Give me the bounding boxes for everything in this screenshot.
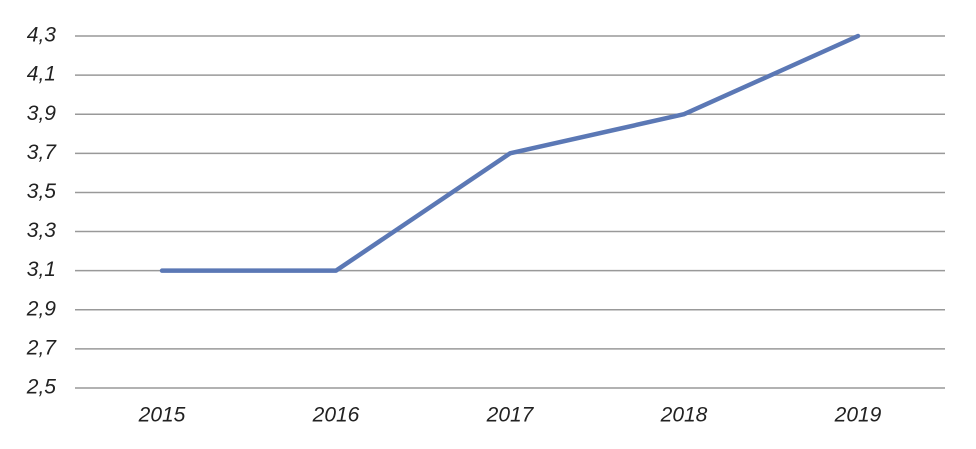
y-tick-label: 3,9	[27, 102, 57, 125]
y-tick-label: 3,5	[27, 180, 57, 203]
y-tick-label: 4,1	[27, 63, 56, 86]
y-tick-label: 3,1	[27, 258, 56, 281]
y-tick-label: 2,7	[26, 336, 58, 359]
x-tick-label: 2019	[834, 404, 882, 427]
y-tick-label: 4,3	[27, 24, 57, 47]
x-tick-label: 2015	[138, 404, 186, 427]
y-tick-label: 3,3	[27, 219, 57, 242]
y-tick-label: 3,7	[27, 141, 58, 164]
data-line	[159, 33, 861, 273]
y-tick-label: 2,9	[26, 297, 57, 320]
x-tick-label: 2018	[660, 404, 708, 427]
x-tick-label: 2017	[486, 404, 535, 427]
x-tick-label: 2016	[312, 404, 360, 427]
y-tick-label: 2,5	[26, 376, 57, 399]
